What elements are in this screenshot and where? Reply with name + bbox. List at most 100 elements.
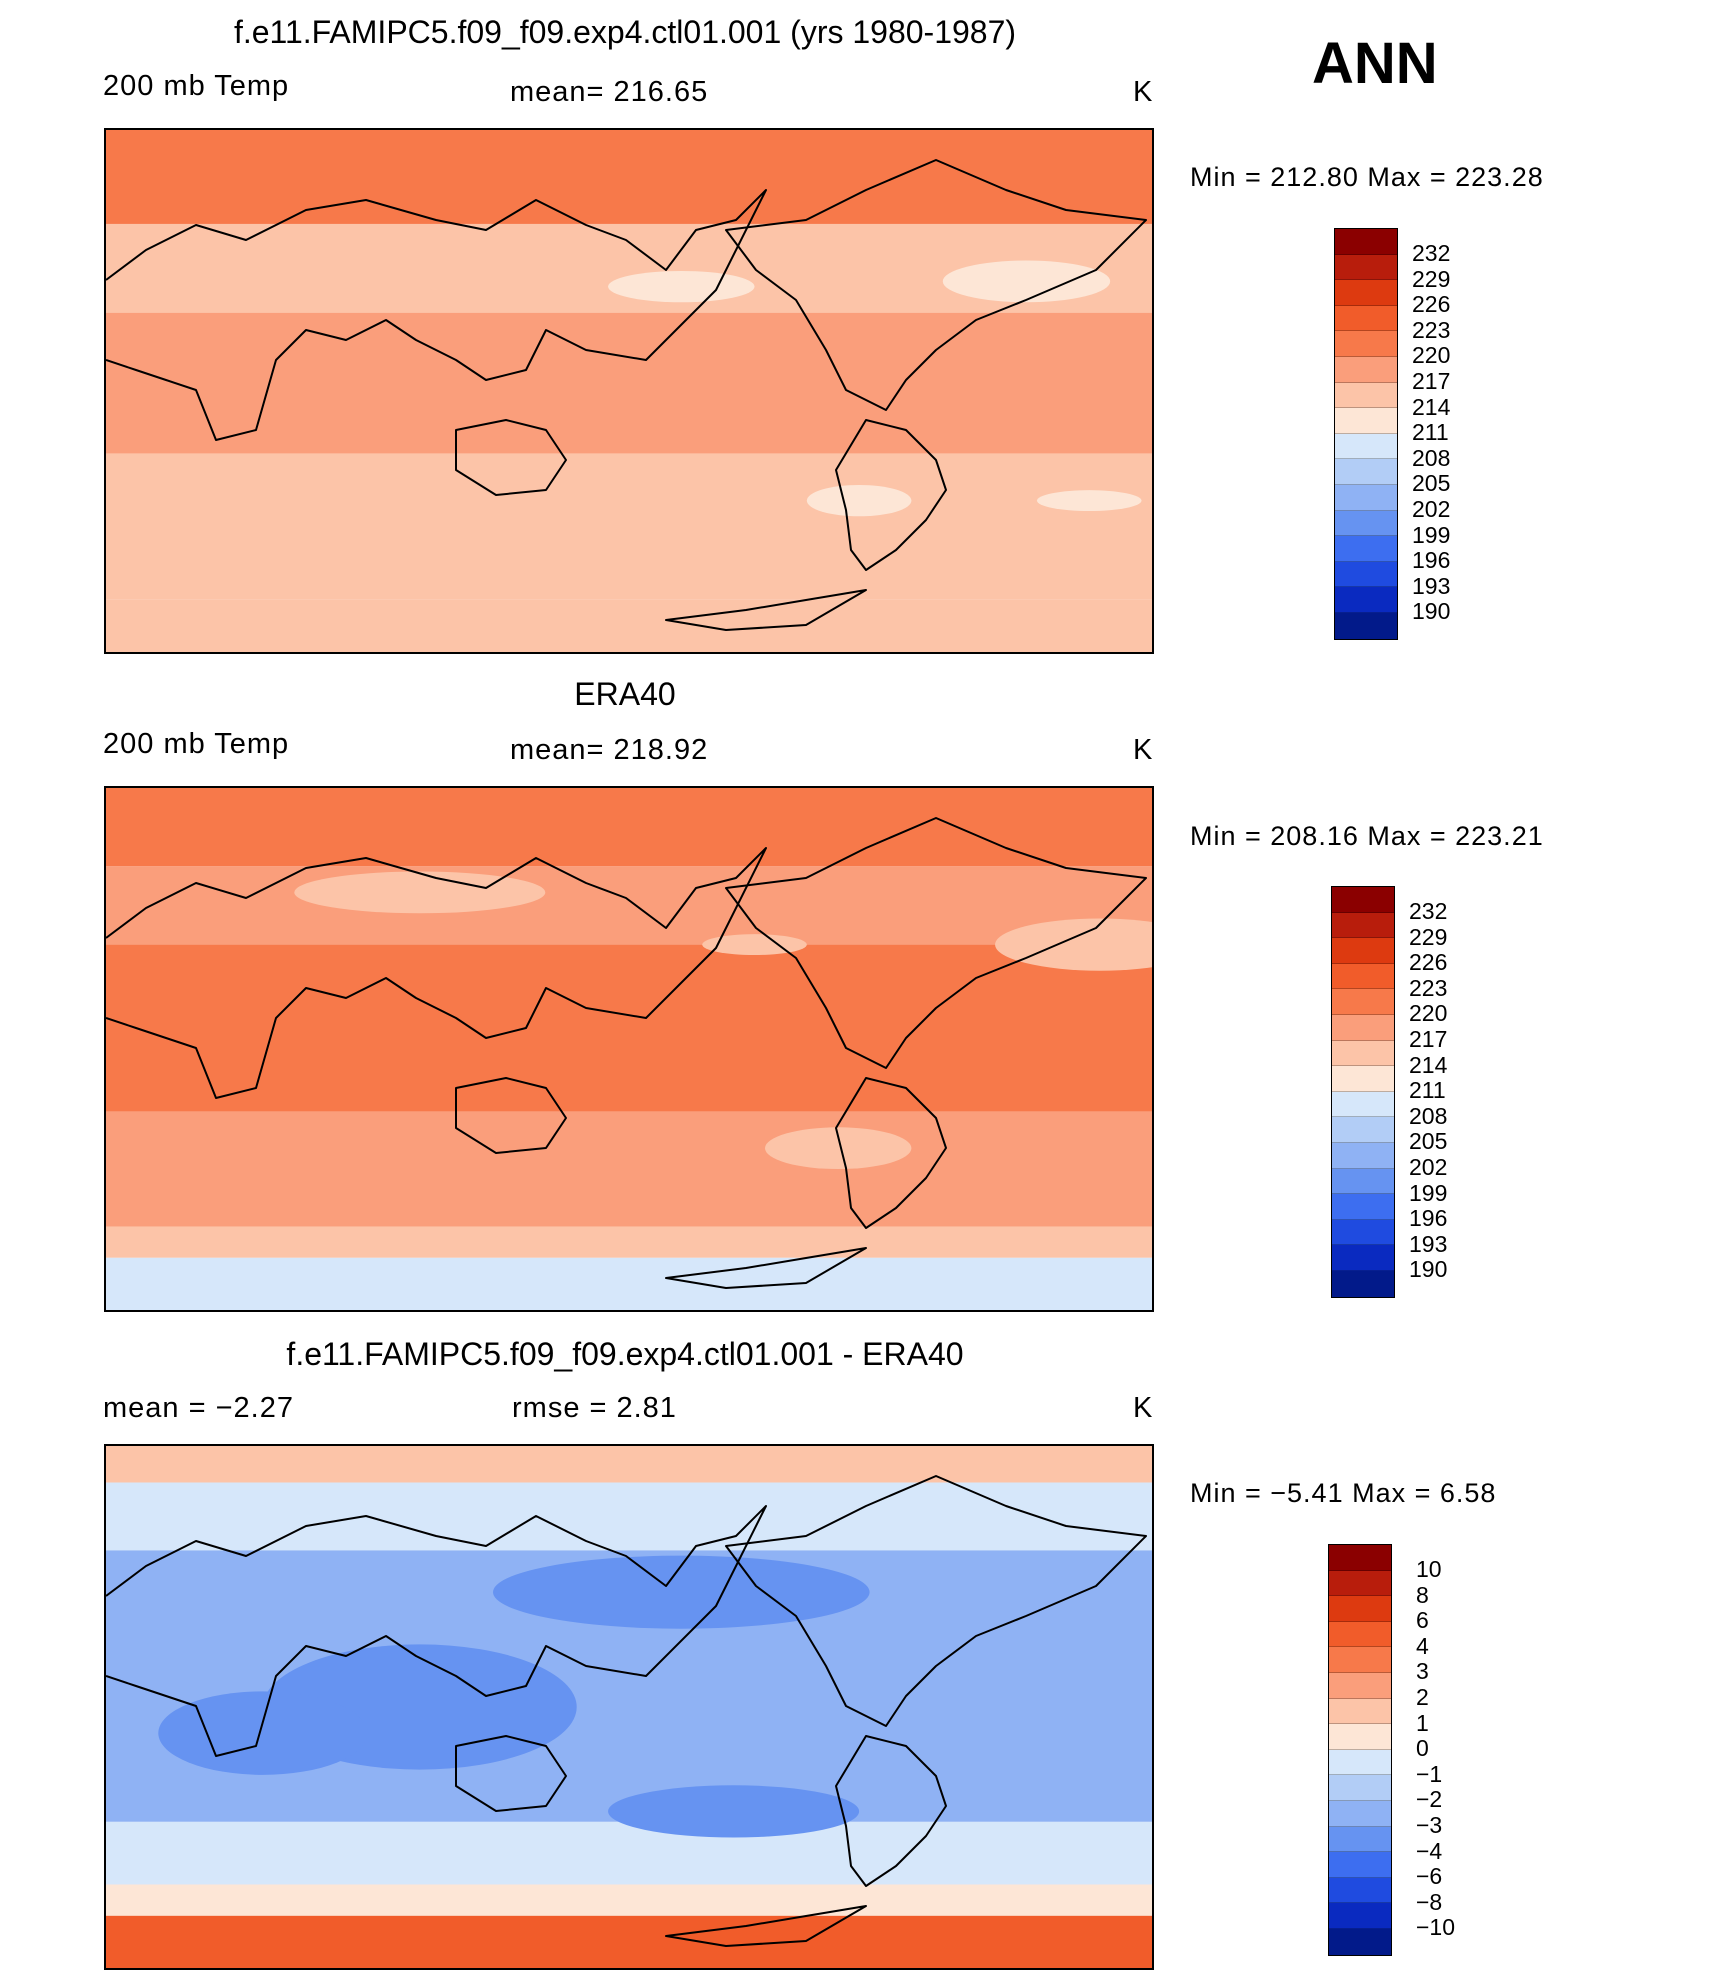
colorbar-level-label: 193 [1409,1230,1448,1257]
colorbar-level-label: 226 [1409,949,1448,976]
coastline [106,1505,767,1757]
field-band [106,453,1152,600]
colorbar-swatch [1332,1040,1394,1067]
panel-2-variable-label: 200 mb Temp [103,728,290,760]
coastline [725,159,1147,411]
colorbar-level-label: 208 [1409,1102,1448,1129]
coastline [725,817,1147,1069]
colorbar-level-label: 10 [1416,1556,1442,1582]
field-band [106,599,1152,652]
colorbar-level-label: 226 [1412,291,1451,318]
panel-3-colorbar-labels: 10 8 6 4 3 2 1 0 −1 −2 −3 −4 −6 −8 −10 [1416,1556,1456,1941]
colorbar-level-label: −3 [1416,1811,1443,1838]
panel-2-units: K [1133,734,1154,766]
colorbar-level-label: 3 [1416,1658,1429,1685]
colorbar-level-label: −6 [1416,1863,1443,1890]
coastline [455,1735,567,1812]
colorbar-level-label: 202 [1409,1153,1448,1180]
colorbar-swatch [1332,1245,1394,1271]
colorbar-level-label: 6 [1416,1607,1429,1634]
field-band [106,1257,1152,1310]
colorbar-swatch [1329,1852,1391,1878]
colorbar-level-label: −2 [1416,1786,1443,1813]
panel-2-minmax: Min = 208.16 Max = 223.21 [1190,821,1544,851]
coastline [106,847,767,1099]
colorbar-level-label: 199 [1409,1179,1448,1206]
coastline [835,1077,947,1229]
panel-3-colorbar [1328,1544,1392,1956]
colorbar-level-label: 8 [1416,1581,1429,1608]
coastline [106,189,767,441]
colorbar-swatch [1332,1091,1394,1118]
colorbar-swatch [1332,989,1394,1015]
coastline [665,589,867,631]
colorbar-swatch [1329,1724,1391,1750]
colorbar-swatch [1332,1219,1394,1246]
colorbar-swatch [1332,1142,1394,1169]
season-label: ANN [1312,31,1438,96]
panel-1-variable-label: 200 mb Temp [103,70,290,102]
colorbar-level-label: 214 [1409,1051,1448,1078]
colorbar-swatch [1335,305,1397,332]
colorbar-swatch [1335,254,1397,281]
field-blob [764,1127,912,1170]
panel-1-map [104,128,1154,654]
colorbar-level-label: 199 [1412,521,1451,548]
panel-3-rmse-label: rmse = 2.81 [512,1392,677,1424]
field-blob [608,270,755,303]
colorbar-swatch [1329,1596,1391,1622]
field-blob [608,1785,860,1838]
colorbar-swatch [1329,1647,1391,1673]
colorbar-level-label: 214 [1412,393,1451,420]
colorbar-swatch [1332,1066,1394,1092]
colorbar-swatch [1329,1877,1391,1904]
coastline [455,1077,567,1154]
colorbar-swatch [1332,963,1394,990]
field-band [106,866,1152,945]
colorbar-swatch [1329,1698,1391,1725]
colorbar-swatch [1335,433,1397,460]
colorbar-swatch [1329,1570,1391,1597]
field-band [106,944,1152,1112]
colorbar-level-label: 196 [1409,1205,1448,1232]
panel-2-map [104,786,1154,1312]
colorbar-level-label: 211 [1412,419,1449,446]
colorbar-level-label: 220 [1409,1000,1448,1027]
field-blob [806,484,912,517]
colorbar-swatch [1335,612,1397,639]
colorbar-level-label: 205 [1409,1128,1448,1155]
colorbar-level-label: 2 [1416,1683,1429,1710]
colorbar-level-label: −8 [1416,1888,1443,1915]
colorbar-swatch [1335,561,1397,588]
coastline [665,1247,867,1289]
colorbar-level-label: 232 [1409,898,1448,924]
colorbar-swatch [1332,1117,1394,1143]
field-blob [702,934,807,956]
colorbar-swatch [1329,1545,1391,1571]
colorbar-swatch [1335,459,1397,485]
colorbar-level-label: −10 [1416,1914,1456,1941]
field-band [106,1111,1152,1227]
colorbar-level-label: 0 [1416,1735,1429,1762]
field-band [106,1446,1152,1483]
panel-1-colorbar-labels: 232 229 226 223 220 217 214 211 208 205 202 199 196 1… [1412,240,1451,625]
field-band [106,1915,1152,1968]
colorbar-swatch [1329,1826,1391,1853]
colorbar-level-label: 229 [1409,923,1448,950]
colorbar-level-label: 196 [1412,547,1451,574]
field-blob [493,1555,870,1629]
panel-2-title: ERA40 [574,676,676,712]
colorbar-swatch [1335,408,1397,434]
colorbar-level-label: 1 [1416,1709,1429,1736]
colorbar-level-label: 211 [1409,1077,1446,1104]
field-blob [942,260,1111,303]
colorbar-level-label: 190 [1412,598,1451,625]
colorbar-swatch [1335,280,1397,306]
coastline [725,1475,1147,1727]
coastline [455,419,567,496]
field-blob [995,918,1152,971]
colorbar-level-label: 217 [1409,1025,1448,1052]
colorbar-swatch [1329,1749,1391,1776]
colorbar-level-label: 220 [1412,342,1451,369]
panel-3-units: K [1133,1392,1154,1424]
